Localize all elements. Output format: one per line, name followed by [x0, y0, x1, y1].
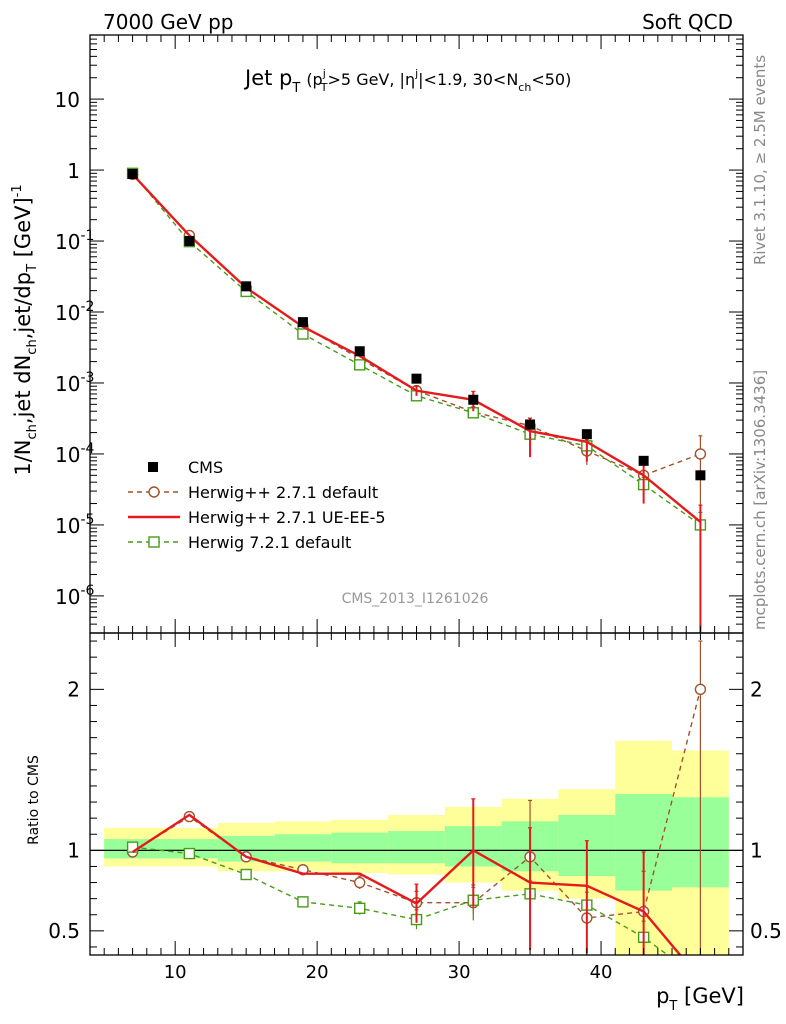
- legend-item: CMS: [148, 458, 223, 477]
- main-y-tick-label: 10-5: [55, 512, 94, 538]
- legend: CMS Herwig++ 2.7.1 default Herwig++ 2.7.1 …: [128, 458, 386, 552]
- main-y-tick-label: 1: [67, 159, 80, 183]
- ratio-herwig-7-2-1-default-point: [297, 896, 309, 908]
- energy-label: 7000 GeV pp: [103, 10, 234, 34]
- x-tick-label: 30: [448, 962, 471, 983]
- ratio-y-tick-label-right: 0.5: [750, 919, 782, 943]
- x-tick-label: 10: [164, 962, 187, 983]
- ratio-herwig-2-7-1-default-point: [694, 683, 707, 696]
- ratio-y-tick-label-left: 1: [67, 838, 80, 862]
- cms-data-point: [411, 373, 422, 384]
- cms-data-point: [354, 346, 365, 357]
- main-y-tick-label: 10-2: [55, 299, 94, 325]
- x-tick-label: 40: [590, 962, 613, 983]
- y-axis-label: 1/Nch,jet dNch,jet/dpT [GeV]-1: [10, 184, 40, 475]
- axes: 10 1 10-1 10-2 10-3 10-4 10-5 10-6 10 20 30 40 0.5 0.…: [48, 34, 782, 983]
- ratio-y-tick-label-right: 1: [750, 838, 763, 862]
- x-tick-label: 20: [306, 962, 329, 983]
- main-y-tick-label: 10-4: [55, 441, 95, 467]
- cms-data-point: [297, 317, 308, 328]
- band-green-bin: [331, 832, 389, 864]
- cms-data-point: [525, 419, 536, 430]
- main-herwig-2-7-1-default-line: [132, 173, 701, 477]
- legend-label: Herwig 7.2.1 default: [188, 533, 351, 552]
- cms-data-point: [581, 429, 592, 440]
- cms-data-point: [638, 455, 649, 466]
- legend-label: CMS: [188, 458, 223, 477]
- main-y-tick-label: 10-3: [55, 370, 94, 396]
- ratio-herwig-7-2-1-default-point: [126, 841, 139, 853]
- main-herwig-7-2-1-default-point: [297, 328, 309, 340]
- ratio-y-tick-label-left: 0.5: [48, 919, 80, 943]
- cms-data-point: [241, 281, 252, 292]
- ratio-y-axis-label: Ratio to CMS: [26, 755, 42, 845]
- analysis-watermark: CMS_2013_I1261026: [342, 591, 489, 607]
- rivet-version-label: Rivet 3.1.10, ≥ 2.5M events: [751, 55, 769, 265]
- cms-data-point: [695, 470, 706, 481]
- legend-label: Herwig++ 2.7.1 default: [188, 483, 378, 502]
- main-herwig-7-2-1-default-point: [354, 359, 366, 371]
- ratio-y-tick-label-right: 2: [750, 677, 763, 701]
- ratio-herwig-2-7-1-default-point: [183, 810, 196, 823]
- band-green-bin: [274, 834, 332, 862]
- plot-title: Jet pT (pj T>5 GeV, |ηj|<1.9, 30<Nch<50): [243, 66, 571, 96]
- x-axis-label: pT [GeV]: [656, 984, 744, 1014]
- cms-data-point: [184, 236, 195, 247]
- legend-label: Herwig++ 2.7.1 UE-EE-5: [188, 508, 386, 527]
- ratio-herwig-7-2-1-default-point: [354, 902, 366, 915]
- ratio-panel: [126, 640, 707, 984]
- legend-marker: [148, 486, 160, 498]
- band-green-bin: [388, 831, 445, 864]
- ratio-y-tick-label-left: 2: [67, 677, 80, 701]
- legend-item: Herwig++ 2.7.1 UE-EE-5: [128, 508, 386, 527]
- ratio-herwig-7-2-1-default-point: [183, 847, 196, 860]
- main-panel: [126, 167, 707, 633]
- main-y-tick-label: 10-6: [55, 583, 95, 609]
- cms-data-point: [468, 394, 479, 405]
- legend-cms-marker: [148, 462, 158, 472]
- main-y-tick-label: 10-1: [55, 228, 94, 254]
- legend-item: Herwig 7.2.1 default: [128, 533, 351, 552]
- cms-data-point: [127, 169, 138, 180]
- legend-marker: [148, 536, 160, 548]
- main-y-tick-label: 10: [55, 88, 80, 112]
- legend-item: Herwig++ 2.7.1 default: [128, 483, 378, 502]
- main-herwig-2-7-1-default-point: [694, 448, 707, 460]
- ratio-herwig-2-7-1-default-point: [354, 876, 366, 889]
- ratio-herwig-7-2-1-default-point: [695, 974, 705, 984]
- ratio-herwig-7-2-1-default-point: [240, 868, 252, 881]
- process-label: Soft QCD: [642, 10, 733, 34]
- mcplots-label: mcplots.cern.ch [arXiv:1306.3436]: [751, 370, 769, 630]
